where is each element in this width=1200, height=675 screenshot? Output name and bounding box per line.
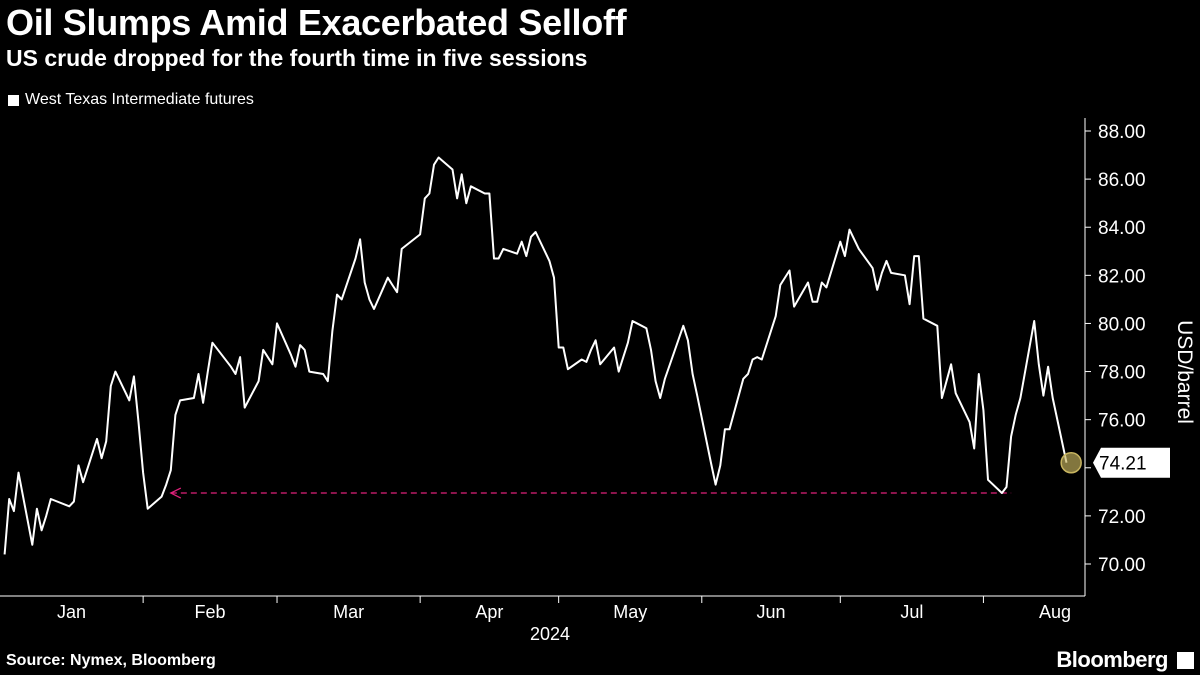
y-tick-label: 82.00	[1098, 266, 1146, 287]
brand-logo: Bloomberg	[1056, 647, 1168, 672]
y-tick-label: 80.00	[1098, 314, 1146, 335]
last-value-callout	[1093, 447, 1170, 478]
series-line-wti	[3, 156, 1068, 555]
reference-line-group	[169, 487, 1012, 499]
y-tick-label: 84.00	[1098, 218, 1146, 239]
axes: 88.00 86.00 84.00 82.00 80.00 78.00 76.00 72.00…	[0, 118, 1196, 644]
series-group	[3, 156, 1068, 555]
x-tick-label: Aug	[1039, 602, 1071, 622]
y-axis-title: USD/barrel	[1173, 320, 1196, 424]
x-tick-label: Apr	[475, 602, 503, 622]
x-year-label: 2024	[530, 624, 570, 644]
chart-subtitle: US crude dropped for the fourth time in …	[6, 45, 588, 71]
y-tick-label: 76.00	[1098, 411, 1146, 432]
x-tick-label: Mar	[333, 602, 364, 622]
x-tick-label: Jan	[57, 602, 86, 622]
chart-title: Oil Slumps Amid Exacerbated Selloff	[6, 2, 627, 43]
x-tick-label: Jul	[900, 602, 923, 622]
y-tick-label: 88.00	[1098, 122, 1146, 143]
last-value-marker	[1060, 451, 1082, 474]
last-value-label: 74.21	[1099, 454, 1147, 475]
legend-label: West Texas Intermediate futures	[25, 91, 254, 108]
legend-swatch	[8, 94, 19, 106]
x-tick-label: Feb	[195, 602, 226, 622]
legend: West Texas Intermediate futures	[8, 91, 254, 109]
source-note: Source: Nymex, Bloomberg	[6, 652, 216, 669]
last-value-group: 74.21	[1060, 447, 1170, 478]
x-tick-label: Jun	[757, 602, 786, 622]
reference-arrow-icon	[169, 487, 182, 499]
y-tick-label: 70.00	[1098, 555, 1146, 576]
y-tick-label: 86.00	[1098, 170, 1146, 191]
brand-badge-icon	[1177, 652, 1194, 669]
y-tick-label: 72.00	[1098, 507, 1146, 528]
y-tick-label: 78.00	[1098, 363, 1146, 384]
x-tick-label: May	[613, 602, 647, 622]
